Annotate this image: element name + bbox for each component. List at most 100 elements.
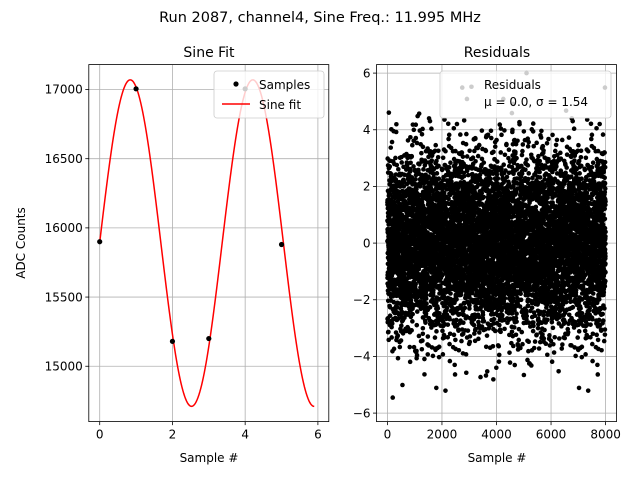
residual-point	[488, 128, 494, 134]
residual-point	[463, 141, 469, 147]
residual-point	[433, 142, 439, 148]
residual-point	[476, 336, 481, 342]
residual-point	[510, 298, 516, 304]
residual-point	[389, 324, 394, 330]
residual-point	[481, 194, 487, 200]
residual-point	[452, 372, 458, 377]
residual-point	[473, 158, 478, 164]
residual-point	[454, 297, 459, 302]
residual-point	[391, 199, 397, 205]
residual-point	[396, 166, 401, 172]
residual-point	[518, 291, 523, 297]
residual-point	[445, 121, 451, 127]
residual-point	[473, 136, 478, 141]
residual-point	[511, 343, 516, 349]
residual-point	[436, 344, 442, 350]
residual-point	[388, 145, 394, 150]
residual-point	[461, 173, 467, 179]
residual-point	[437, 310, 442, 316]
residual-point	[477, 330, 482, 335]
residual-point	[483, 148, 489, 154]
residual-point	[434, 385, 439, 391]
residual-point	[445, 322, 451, 327]
residual-point	[495, 176, 501, 181]
residual-point	[465, 328, 471, 333]
residual-point	[409, 328, 414, 333]
sine-fit-legend-box	[213, 70, 325, 119]
residual-point	[423, 311, 429, 317]
residual-point	[501, 162, 507, 168]
residuals-title: Residuals	[464, 45, 530, 61]
residual-point	[414, 322, 420, 328]
residual-point	[423, 160, 428, 166]
residual-point	[447, 358, 453, 364]
residual-point	[512, 362, 518, 368]
residual-point	[447, 316, 453, 322]
residual-point	[485, 132, 491, 138]
residual-point	[425, 352, 431, 357]
x-tick-label: 2	[169, 428, 177, 442]
residual-point	[408, 160, 413, 166]
residual-point	[387, 164, 393, 169]
x-tick-label: 4	[241, 428, 249, 442]
residual-point	[463, 370, 469, 376]
residual-point	[402, 271, 408, 277]
residual-point	[419, 346, 425, 352]
residual-point	[484, 333, 490, 338]
residual-point	[414, 309, 420, 314]
residual-point	[419, 131, 425, 137]
residual-point	[507, 360, 513, 365]
residual-point	[461, 118, 467, 123]
residual-point	[422, 372, 427, 377]
residual-point	[390, 395, 396, 400]
residual-point	[483, 344, 489, 350]
residual-point	[399, 160, 405, 165]
sample-point	[97, 239, 103, 245]
residual-point	[463, 352, 469, 357]
residual-point	[516, 337, 522, 343]
residual-point	[391, 299, 397, 305]
residual-point	[518, 297, 524, 303]
residual-point	[432, 148, 438, 154]
residual-point	[435, 154, 441, 160]
residual-point	[419, 150, 424, 156]
residual-point	[448, 291, 453, 296]
residual-point	[386, 329, 391, 335]
sine-fit-title: Sine Fit	[183, 45, 235, 61]
residual-point	[438, 285, 443, 290]
sample-point	[278, 241, 285, 248]
residual-point	[462, 305, 468, 311]
residual-point	[399, 323, 404, 328]
y-tick-label: 15500	[45, 290, 83, 304]
residual-point	[448, 160, 453, 166]
residual-point	[461, 320, 466, 326]
residual-point	[416, 111, 422, 116]
residual-point	[421, 167, 426, 172]
residual-point	[459, 150, 465, 155]
residual-point	[439, 167, 445, 173]
residual-point	[422, 356, 427, 362]
residual-point	[467, 334, 473, 339]
residual-point	[480, 312, 486, 318]
residual-point	[447, 341, 452, 347]
sine-fit-legend: Samples Sine fit	[213, 70, 325, 119]
residual-point	[435, 306, 441, 311]
y-tick-label: 16500	[45, 152, 83, 166]
residual-point	[427, 118, 433, 124]
residual-point	[399, 309, 405, 315]
residual-point	[478, 374, 483, 380]
residual-point	[510, 127, 515, 133]
residual-point	[491, 149, 496, 155]
residual-point	[496, 343, 502, 349]
figure-suptitle: Run 2087, channel4, Sine Freq.: 11.995 M…	[159, 10, 481, 26]
residual-point	[494, 137, 499, 143]
residual-point	[404, 162, 410, 168]
residual-point	[496, 359, 502, 364]
residual-point	[497, 322, 502, 328]
residual-point	[416, 167, 421, 173]
residual-point	[513, 149, 518, 155]
residual-point	[511, 325, 517, 330]
residual-point	[420, 325, 426, 331]
residual-point	[484, 369, 490, 374]
